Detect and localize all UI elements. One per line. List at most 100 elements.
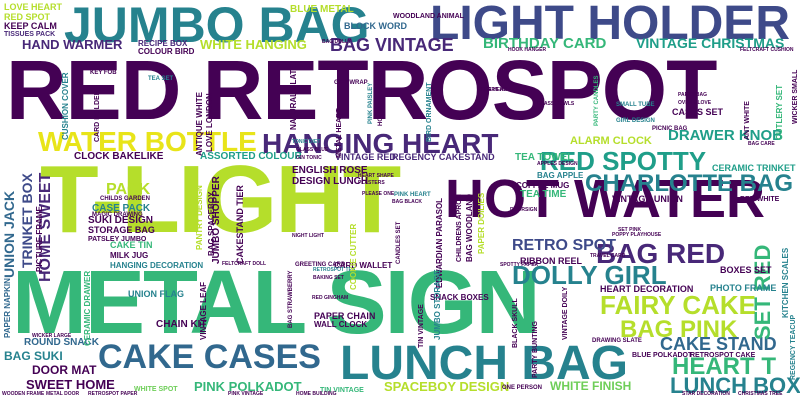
cloud-word: SET PINK [618, 227, 642, 233]
cloud-word: COOKIE CUTTER [349, 223, 358, 290]
cloud-word: SPACEBOY DESIGN [384, 379, 510, 394]
cloud-word: CASE PACK [92, 203, 151, 214]
cloud-word: LOVE HEART [4, 2, 63, 12]
cloud-word: BAG BLACK [392, 199, 422, 205]
cloud-word: TEA TOWEL [515, 152, 574, 163]
cloud-word: CUTLERY SET [775, 84, 784, 140]
cloud-word: WICKER LARGE [32, 333, 72, 339]
cloud-word: RETROSPOT CAKE [690, 352, 756, 359]
cloud-word: RECIPE BOX [138, 39, 188, 48]
cloud-word: PARTY BAG [678, 92, 707, 98]
cloud-word: TEA SET [148, 76, 174, 82]
cloud-word: RETROSPOT TEA [313, 267, 356, 273]
cloud-word: TIN VINTAGE [320, 387, 364, 394]
cloud-word: LUNCH BAG [340, 337, 628, 390]
cloud-word: CERAMIC TRINKET [712, 163, 796, 173]
cloud-word: GREETING CARD [295, 262, 346, 268]
cloud-word: PINK VINTAGE [228, 391, 264, 397]
cloud-word: WHITE SPOT [134, 386, 178, 393]
cloud-word: HOT WATER [445, 169, 765, 229]
cloud-word: KEEP CALM [4, 21, 57, 31]
cloud-word: CANDLES SET [396, 221, 402, 264]
cloud-word: SUKI DESIGN [88, 215, 154, 226]
cloud-word: DRAWING SLATE [592, 338, 642, 344]
cloud-word: NIGHT LIGHT [292, 233, 324, 239]
cloud-word: WALL CLOCK [314, 320, 368, 329]
cloud-word: BLUE HEART [478, 87, 511, 93]
cloud-word: CAKE CASES [98, 338, 321, 376]
cloud-word: DOOR MAT [32, 363, 97, 377]
cloud-word: CERAMIC DRAWER [83, 270, 92, 346]
cloud-word: TIN VINTAGE [418, 304, 425, 348]
cloud-word: UNION JACK [1, 190, 17, 278]
cloud-word: CHILDRENS APRON [456, 194, 463, 262]
cloud-word: KEY FOB [90, 70, 117, 76]
cloud-word: HOOK HANGER [508, 47, 547, 53]
cloud-word: BLUE POLKADOT [632, 352, 693, 359]
cloud-word: DESIGN LUNCH [292, 176, 369, 187]
cloud-word: BAG SPACEBOY [207, 191, 216, 256]
cloud-word: RED RETROSPOT [6, 43, 717, 137]
cloud-word: BAG VINTAGE [330, 35, 454, 55]
cloud-word: RED WHITE [740, 196, 780, 203]
cloud-word: METAL SIGN [12, 253, 541, 353]
cloud-word: SPOTTY PAPER [500, 262, 539, 268]
cloud-word: CHAIN KIT [156, 319, 207, 330]
cloud-word: GIRL DESIGN [616, 118, 655, 124]
cloud-word: PICNIC BAG [652, 126, 688, 132]
cloud-word: RED GINGHAM [312, 295, 349, 301]
cloud-word: LUNCH BOX [670, 373, 800, 398]
cloud-word: PINK HEART [394, 192, 431, 198]
cloud-word: VINTAGE LEAF [199, 281, 208, 340]
cloud-word: GLASS BLUE [296, 147, 329, 153]
cloud-word: VINTAGE CHRISTMAS [636, 35, 785, 51]
cloud-word: OVEN GLOVE [678, 100, 712, 106]
cloud-word: BAG DOLLY [322, 39, 351, 45]
cloud-word: BLACK SKULL [512, 298, 519, 348]
cloud-word: REGENCY TEACUP [790, 314, 797, 380]
cloud-word: BIRD ORNAMENT [426, 82, 433, 143]
cloud-word: PHOTO FRAME [710, 283, 777, 293]
cloud-word: BAG CARE [748, 141, 775, 147]
cloud-word: RIBBON REEL [520, 256, 583, 266]
cloud-word: POPPY PLAYHOUSE [612, 232, 662, 238]
cloud-word: CASES SET [672, 107, 724, 117]
cloud-word: PICTURE FRAME [35, 206, 44, 272]
cloud-word: BAG STRAWBERRY [288, 270, 294, 328]
cloud-word: RETRO SPOT [512, 237, 617, 254]
cloud-word: BLOCK WORD [344, 21, 407, 31]
cloud-word: DOLLY GIRL [512, 260, 667, 290]
cloud-word: CARD WALLET [334, 261, 393, 270]
cloud-word: WHITE FINISH [550, 379, 632, 393]
cloud-word: PLEASE ONE [362, 191, 395, 197]
cloud-word: MAGIC DRAWING [92, 212, 143, 218]
cloud-word: HANGING HEART [262, 128, 499, 159]
cloud-word: BAG RED [596, 238, 726, 269]
cloud-word: JUMBO BAG [64, 0, 370, 53]
cloud-word: WOODEN FRAME [2, 391, 45, 397]
cloud-word: LIGHT HOLDER [430, 0, 790, 50]
cloud-word: REGENCY CAKESTAND [392, 152, 495, 162]
cloud-word: PAPER CHAIN [314, 311, 376, 321]
cloud-word: HEART SHAPE [358, 173, 394, 179]
cloud-word: PLASTERS [358, 180, 385, 186]
cloud-word: PINK PAISLEY [368, 82, 374, 124]
cloud-word: PARTY BUNTING [532, 321, 539, 378]
cloud-word: CHILDS GARDEN [100, 196, 151, 202]
cloud-word: KITCHEN SCALES [781, 247, 790, 318]
cloud-word: HAND WARMER [22, 37, 123, 52]
cloud-word: ENGLISH ROSE [292, 165, 368, 176]
cloud-word: CAKE STAND [660, 334, 777, 354]
cloud-word: SWEET HOME [26, 377, 115, 392]
cloud-word: METAL HEART [336, 108, 343, 158]
cloud-word: UNION FLAG [128, 289, 184, 299]
cloud-word: PINK POLKADOT [194, 379, 302, 394]
cloud-word: BIRTHDAY CARD [483, 35, 607, 52]
cloud-word: T-LIGHT [40, 146, 401, 253]
cloud-word: LOVE LONDON [205, 93, 214, 152]
cloud-word: PATSLEY JUMBO [88, 236, 147, 243]
cloud-word: ROUND SNACK [24, 337, 99, 348]
cloud-word: ANT WHITE [744, 101, 751, 140]
cloud-word: WATER BOTTLE [38, 126, 257, 157]
